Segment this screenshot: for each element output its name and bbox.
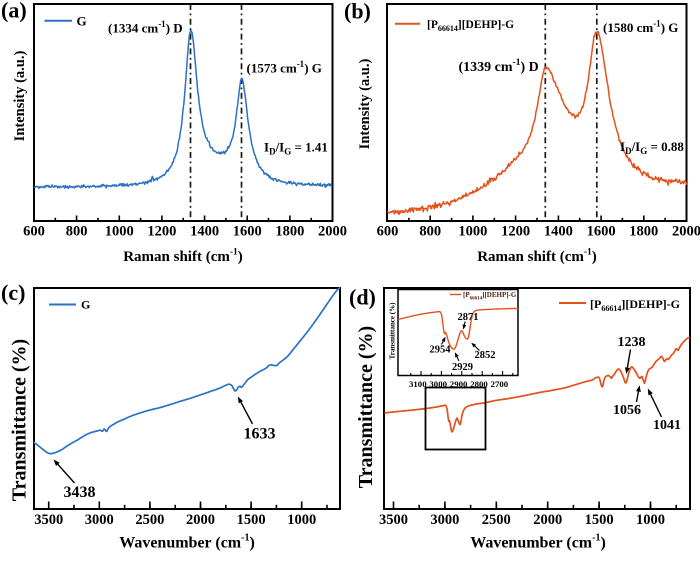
svg-text:1400: 1400 [190,224,219,240]
svg-text:1500: 1500 [237,512,266,528]
svg-text:3100: 3100 [409,379,427,389]
svg-text:Wavenumber (cm-1): Wavenumber (cm-1) [470,533,606,552]
svg-text:ID/IG = 0.88: ID/IG = 0.88 [620,139,684,156]
svg-text:2852: 2852 [475,350,496,361]
svg-text:Transmittance (%): Transmittance (%) [389,302,397,359]
svg-text:1200: 1200 [147,224,176,240]
svg-text:1000: 1000 [636,512,665,528]
svg-text:1200: 1200 [501,224,530,240]
svg-text:1000: 1000 [287,512,316,528]
svg-text:2000: 2000 [186,512,215,528]
svg-text:Wavenumber (cm-1): Wavenumber (cm-1) [119,533,255,552]
svg-text:(1580 cm-1) G: (1580 cm-1) G [603,19,678,36]
svg-text:2000: 2000 [672,224,700,240]
svg-text:Raman shift (cm-1): Raman shift (cm-1) [477,248,597,266]
svg-text:2500: 2500 [482,512,511,528]
svg-text:2929: 2929 [452,362,473,373]
svg-text:3438: 3438 [64,484,96,501]
svg-text:2000: 2000 [318,224,347,240]
svg-text:1400: 1400 [544,224,573,240]
svg-text:2500: 2500 [135,512,164,528]
svg-text:2000: 2000 [533,512,562,528]
svg-text:Raman shift (cm-1): Raman shift (cm-1) [123,248,243,266]
svg-text:1500: 1500 [585,512,614,528]
svg-text:3000: 3000 [85,512,114,528]
svg-text:(d): (d) [349,285,376,310]
svg-text:Transmittance (%): Transmittance (%) [9,339,31,501]
svg-text:600: 600 [377,224,399,240]
svg-text:1800: 1800 [275,224,304,240]
svg-text:Transmittance (%): Transmittance (%) [355,326,377,488]
svg-text:1600: 1600 [233,224,262,240]
svg-text:G: G [77,13,87,28]
svg-text:1633: 1633 [244,426,276,443]
svg-text:ID/IG = 1.41: ID/IG = 1.41 [264,140,328,157]
svg-text:(b): (b) [344,0,371,24]
svg-text:800: 800 [66,224,88,240]
svg-text:2800: 2800 [470,379,488,389]
svg-text:Intensity (a.u.): Intensity (a.u.) [12,51,28,142]
svg-text:2700: 2700 [491,379,509,389]
svg-text:1238: 1238 [618,335,646,350]
svg-text:1041: 1041 [653,418,681,433]
svg-text:G: G [81,298,90,312]
svg-text:1056: 1056 [613,403,641,418]
svg-text:800: 800 [419,224,441,240]
svg-text:3500: 3500 [34,512,63,528]
svg-text:2954: 2954 [430,345,452,356]
svg-text:3500: 3500 [379,512,408,528]
svg-text:(c): (c) [1,280,25,305]
svg-text:(1334 cm-1) D: (1334 cm-1) D [108,19,183,36]
svg-text:3000: 3000 [429,379,447,389]
svg-text:(1573 cm-1) G: (1573 cm-1) G [247,59,322,76]
svg-text:1600: 1600 [587,224,616,240]
svg-text:3000: 3000 [430,512,459,528]
svg-text:(1339 cm-1) D: (1339 cm-1) D [459,58,539,75]
svg-text:(a): (a) [1,0,27,23]
svg-text:Intensity (a.u.): Intensity (a.u.) [357,59,373,150]
svg-text:1800: 1800 [629,224,658,240]
svg-text:1000: 1000 [105,224,134,240]
svg-text:600: 600 [23,224,45,240]
svg-text:2871: 2871 [458,312,479,323]
svg-text:[P66614][DEHP]-G: [P66614][DEHP]-G [463,291,517,302]
svg-text:1000: 1000 [458,224,487,240]
svg-text:2900: 2900 [450,379,468,389]
